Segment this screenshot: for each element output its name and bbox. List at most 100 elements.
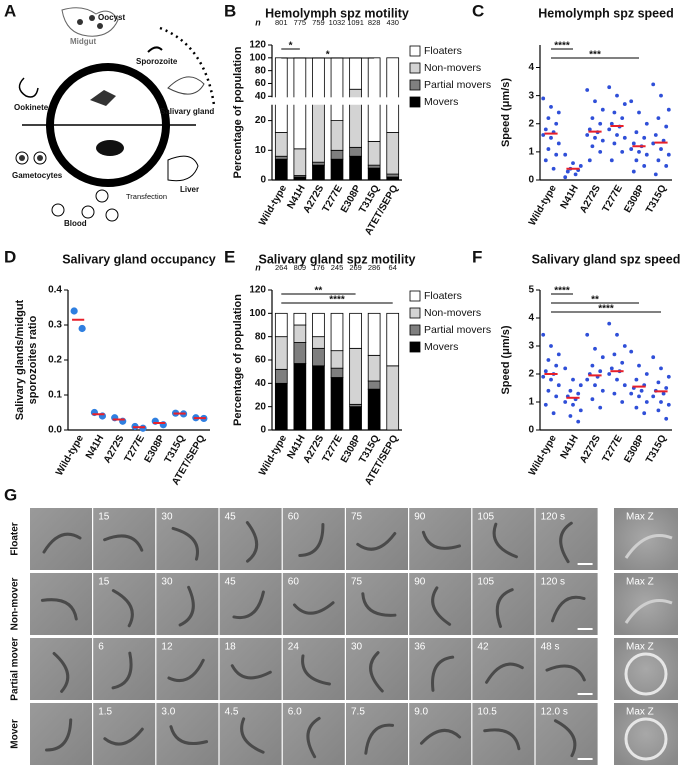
video-frame	[93, 638, 156, 700]
video-frame	[409, 703, 472, 765]
sporozoite	[364, 723, 395, 755]
data-point	[546, 388, 551, 393]
sporozoite	[553, 719, 577, 758]
gland-icon	[167, 76, 205, 95]
sporozoite	[42, 532, 82, 554]
data-point	[639, 388, 644, 393]
time-label: 12.0 s	[541, 707, 568, 718]
x-tick-label: T315Q	[644, 183, 669, 215]
data-point	[593, 99, 597, 104]
data-point	[563, 400, 568, 404]
y-tick-label: 120	[249, 40, 266, 51]
time-label: 6	[98, 642, 104, 653]
y-tick-label: 0	[528, 175, 534, 186]
data-point	[556, 110, 561, 115]
video-frame	[156, 703, 219, 765]
sporozoite-icon	[147, 46, 163, 53]
bar-segment	[349, 312, 362, 349]
chart-title: Salivary gland occupancy	[62, 252, 216, 266]
sporozoite	[356, 532, 397, 551]
bar-segment	[274, 312, 288, 338]
significance-label: ****	[329, 295, 345, 306]
data-point	[568, 414, 573, 418]
data-point	[568, 388, 573, 393]
y-tick-label: 4	[528, 62, 534, 73]
n-count: 430	[386, 18, 399, 27]
data-point	[661, 391, 666, 396]
x-tick-label: N41H	[559, 183, 581, 211]
data-point	[585, 332, 590, 337]
data-point	[651, 82, 656, 87]
x-tick-label: A272S	[102, 433, 127, 465]
n-count: 809	[294, 263, 307, 272]
bar-segment	[349, 155, 362, 181]
time-label: 30	[161, 577, 173, 588]
data-point	[543, 402, 548, 407]
data-point	[563, 175, 568, 180]
chart-title: Hemolymph spz motility	[265, 6, 409, 20]
data-point	[563, 366, 568, 371]
sporozoite	[298, 523, 325, 557]
data-point	[656, 158, 661, 163]
video-frame	[93, 703, 156, 765]
data-point	[609, 366, 614, 371]
legend-label: Partial movers	[424, 79, 491, 91]
time-label: 48 s	[541, 642, 560, 653]
time-label: 90	[414, 512, 426, 523]
y-tick-label: 0.2	[48, 355, 62, 366]
sporozoite	[485, 662, 524, 684]
bar-segment	[386, 173, 400, 178]
data-point	[644, 400, 649, 404]
data-point	[563, 152, 568, 157]
video-frame	[156, 638, 219, 700]
y-tick-label: 60	[255, 78, 267, 89]
time-label: 10.5	[477, 707, 497, 718]
data-point	[622, 135, 627, 140]
bar-segment	[330, 312, 344, 352]
y-tick-label: 0.3	[48, 320, 62, 331]
data-point	[554, 152, 559, 157]
bar-segment	[274, 57, 288, 133]
y-tick-label: 4	[528, 313, 534, 324]
sporozoite	[40, 598, 78, 621]
data-point	[543, 369, 548, 374]
data-point	[622, 102, 627, 106]
data-point	[612, 110, 617, 115]
data-point	[620, 360, 625, 365]
axis-break	[266, 97, 403, 105]
data-point	[615, 93, 619, 98]
sporozoite	[301, 654, 331, 686]
x-tick-label: Wild-type	[527, 183, 559, 228]
sporozoite	[45, 718, 73, 752]
data-point	[598, 369, 603, 374]
sporozoite	[292, 601, 335, 615]
bar-segment	[274, 132, 288, 157]
bar-segment	[274, 382, 288, 431]
y-tick-label: 3	[528, 341, 534, 352]
bar-segment	[367, 164, 381, 169]
time-label: 24	[288, 642, 300, 653]
sporozoite	[369, 651, 384, 693]
sporozoite	[495, 588, 514, 629]
video-frame	[472, 573, 535, 635]
x-tick-label: A272S	[578, 183, 603, 215]
time-label: 90	[414, 577, 426, 588]
data-point	[615, 332, 619, 337]
legend-swatch	[409, 290, 421, 302]
bar-segment	[293, 324, 307, 343]
bar-segment	[367, 140, 381, 166]
time-label: 9.0	[414, 707, 428, 718]
data-point	[578, 164, 583, 168]
time-label: 105	[477, 512, 494, 523]
n-count: 828	[368, 18, 381, 27]
bar-segment	[349, 57, 362, 90]
bar-segment	[312, 161, 325, 166]
panel-letter: A	[4, 1, 16, 20]
label: Oocyst	[98, 13, 125, 22]
x-tick-label: N41H	[559, 433, 581, 461]
significance-label: ***	[589, 50, 601, 61]
y-tick-label: 40	[255, 378, 267, 389]
significance-label: **	[315, 286, 323, 297]
data-point	[634, 377, 639, 382]
video-frame	[30, 508, 92, 570]
